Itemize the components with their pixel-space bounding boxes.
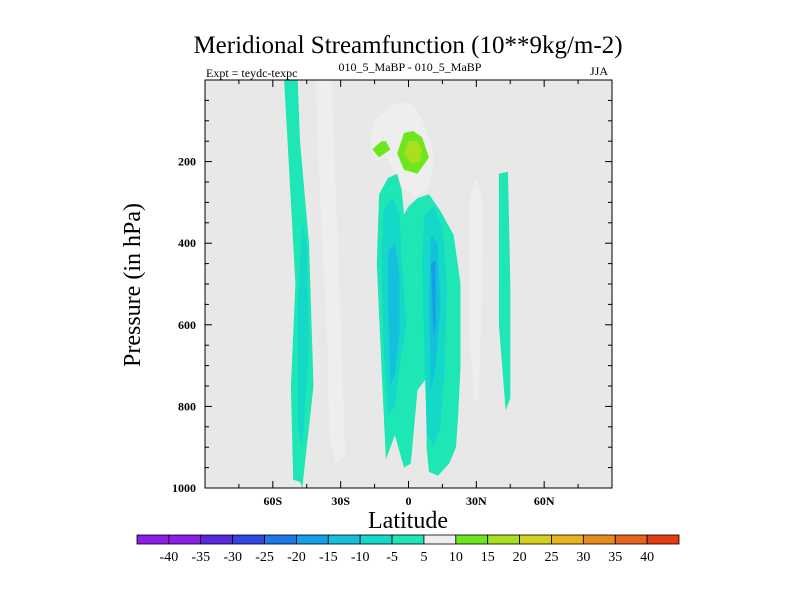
colorbar-box xyxy=(582,534,616,545)
contour-cell-d-l6 xyxy=(431,259,436,337)
colorbar-box xyxy=(646,534,680,545)
contour-cell-a-core xyxy=(297,222,309,448)
colorbar-box xyxy=(136,534,170,545)
y-tick-label: 800 xyxy=(178,399,196,413)
plot-area xyxy=(204,79,613,489)
comparison-label: 010_5_MaBP - 010_5_MaBP xyxy=(339,60,482,74)
colorbar-box xyxy=(168,534,202,545)
y-tick-label: 200 xyxy=(178,155,196,169)
contour-cell-c-l2 xyxy=(372,141,391,158)
experiment-label: Expt = teydc-texpc xyxy=(206,66,297,80)
colorbar-label: 10 xyxy=(449,550,463,565)
colorbar-box xyxy=(264,534,297,545)
colorbar xyxy=(136,534,680,545)
contour-cell-c-l4 xyxy=(404,141,423,164)
colorbar-label: 40 xyxy=(640,550,654,565)
colorbar-label: -25 xyxy=(255,550,274,565)
colorbar-label: 20 xyxy=(513,550,527,565)
colorbar-label: -20 xyxy=(287,550,306,565)
x-tick-label: 60S xyxy=(263,494,282,508)
colorbar-box xyxy=(551,534,584,545)
colorbar-box xyxy=(327,534,361,545)
colorbar-box xyxy=(296,534,329,545)
x-tick-labels: 60S 30S 0 30N 60N xyxy=(263,494,554,508)
y-tick-label: 600 xyxy=(178,318,196,332)
y-tick-labels: 200 400 600 800 1000 xyxy=(172,155,196,495)
contour-fills xyxy=(284,80,511,488)
colorbar-label: 15 xyxy=(481,550,495,565)
colorbar-box xyxy=(232,534,265,545)
chart-title: Meridional Streamfunction (10**9kg/m-2) xyxy=(193,32,622,59)
colorbar-box xyxy=(391,534,425,545)
colorbar-label: 30 xyxy=(576,550,590,565)
colorbar-label: 35 xyxy=(608,550,622,565)
colorbar-label: -15 xyxy=(319,550,338,565)
x-axis-label: Latitude xyxy=(368,508,448,534)
colorbar-box xyxy=(455,534,489,545)
x-tick-label: 30N xyxy=(466,494,487,508)
x-tick-label: 30S xyxy=(331,494,350,508)
y-tick-label: 400 xyxy=(178,236,196,250)
y-tick-label: 1000 xyxy=(172,481,196,495)
season-label: JJA xyxy=(590,64,608,78)
contour-cell-e xyxy=(469,177,484,403)
colorbar-labels: -40 -35 -30 -25 -20 -15 -10 -5 5 10 15 20 25 30 35 40 xyxy=(160,550,655,565)
colorbar-box xyxy=(359,534,393,545)
contour-cell-b xyxy=(315,80,346,464)
colorbar-label: -30 xyxy=(223,550,242,565)
contour-cell-f xyxy=(498,171,511,411)
colorbar-label: -35 xyxy=(191,550,210,565)
axis-ticks xyxy=(204,79,613,489)
colorbar-label: -40 xyxy=(160,550,179,565)
colorbar-label: 5 xyxy=(420,550,427,565)
colorbar-label: -10 xyxy=(351,550,370,565)
x-tick-label: 0 xyxy=(406,494,412,508)
x-tick-label: 60N xyxy=(534,494,555,508)
colorbar-box xyxy=(487,534,520,545)
colorbar-box xyxy=(423,534,457,545)
colorbar-label: -5 xyxy=(386,550,398,565)
colorbar-label: 25 xyxy=(544,550,558,565)
colorbar-box xyxy=(200,534,234,545)
y-axis-label: Pressure (in hPa) xyxy=(120,203,146,367)
colorbar-box xyxy=(614,534,648,545)
contour-cell-d-l4 xyxy=(388,243,400,386)
colorbar-box xyxy=(519,534,552,545)
